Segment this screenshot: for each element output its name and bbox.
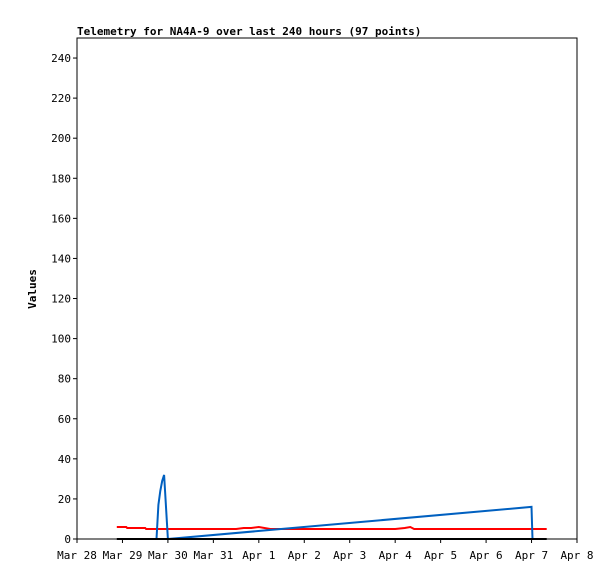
series-line-0	[116, 525, 547, 530]
y-tick-label: 100	[51, 333, 71, 346]
x-tick-label: Apr 6	[470, 549, 503, 562]
series-layer	[116, 474, 547, 541]
x-tick-label: Mar 28	[57, 549, 97, 562]
x-tick-label: Apr 8	[560, 549, 593, 562]
y-tick-label: 180	[51, 172, 71, 185]
x-tick-label: Apr 1	[242, 549, 275, 562]
x-tick-label: Apr 3	[333, 549, 366, 562]
y-tick-label: 80	[58, 373, 71, 386]
x-tick-label: Mar 29	[103, 549, 143, 562]
x-tick-label: Apr 4	[379, 549, 412, 562]
chart-title: Telemetry for NA4A-9 over last 240 hours…	[77, 25, 421, 38]
series-line-1	[155, 474, 534, 541]
x-axis: Mar 28 Mar 29 Mar 30 Mar 31 Apr 1 Apr 2 Apr 3 A…	[57, 539, 594, 562]
x-tick-label: Apr 2	[288, 549, 321, 562]
y-tick-label: 20	[58, 493, 71, 506]
plot-area	[76, 37, 578, 540]
y-axis: 0 20 40 60 80 100 120 140 160 180 200 220 240	[51, 52, 77, 546]
x-tick-label: Apr 5	[424, 549, 457, 562]
x-tick-label: Apr 7	[515, 549, 548, 562]
x-tick-label: Mar 31	[193, 549, 233, 562]
y-tick-label: 40	[58, 453, 71, 466]
y-tick-label: 140	[51, 252, 71, 265]
x-tick-label: Mar 30	[148, 549, 188, 562]
y-tick-label: 60	[58, 413, 71, 426]
y-tick-label: 120	[51, 293, 71, 306]
y-tick-label: 240	[51, 52, 71, 65]
y-tick-label: 200	[51, 132, 71, 145]
y-axis-label: Values	[26, 269, 39, 309]
y-tick-label: 0	[64, 533, 71, 546]
y-tick-label: 220	[51, 92, 71, 105]
y-tick-label: 160	[51, 212, 71, 225]
